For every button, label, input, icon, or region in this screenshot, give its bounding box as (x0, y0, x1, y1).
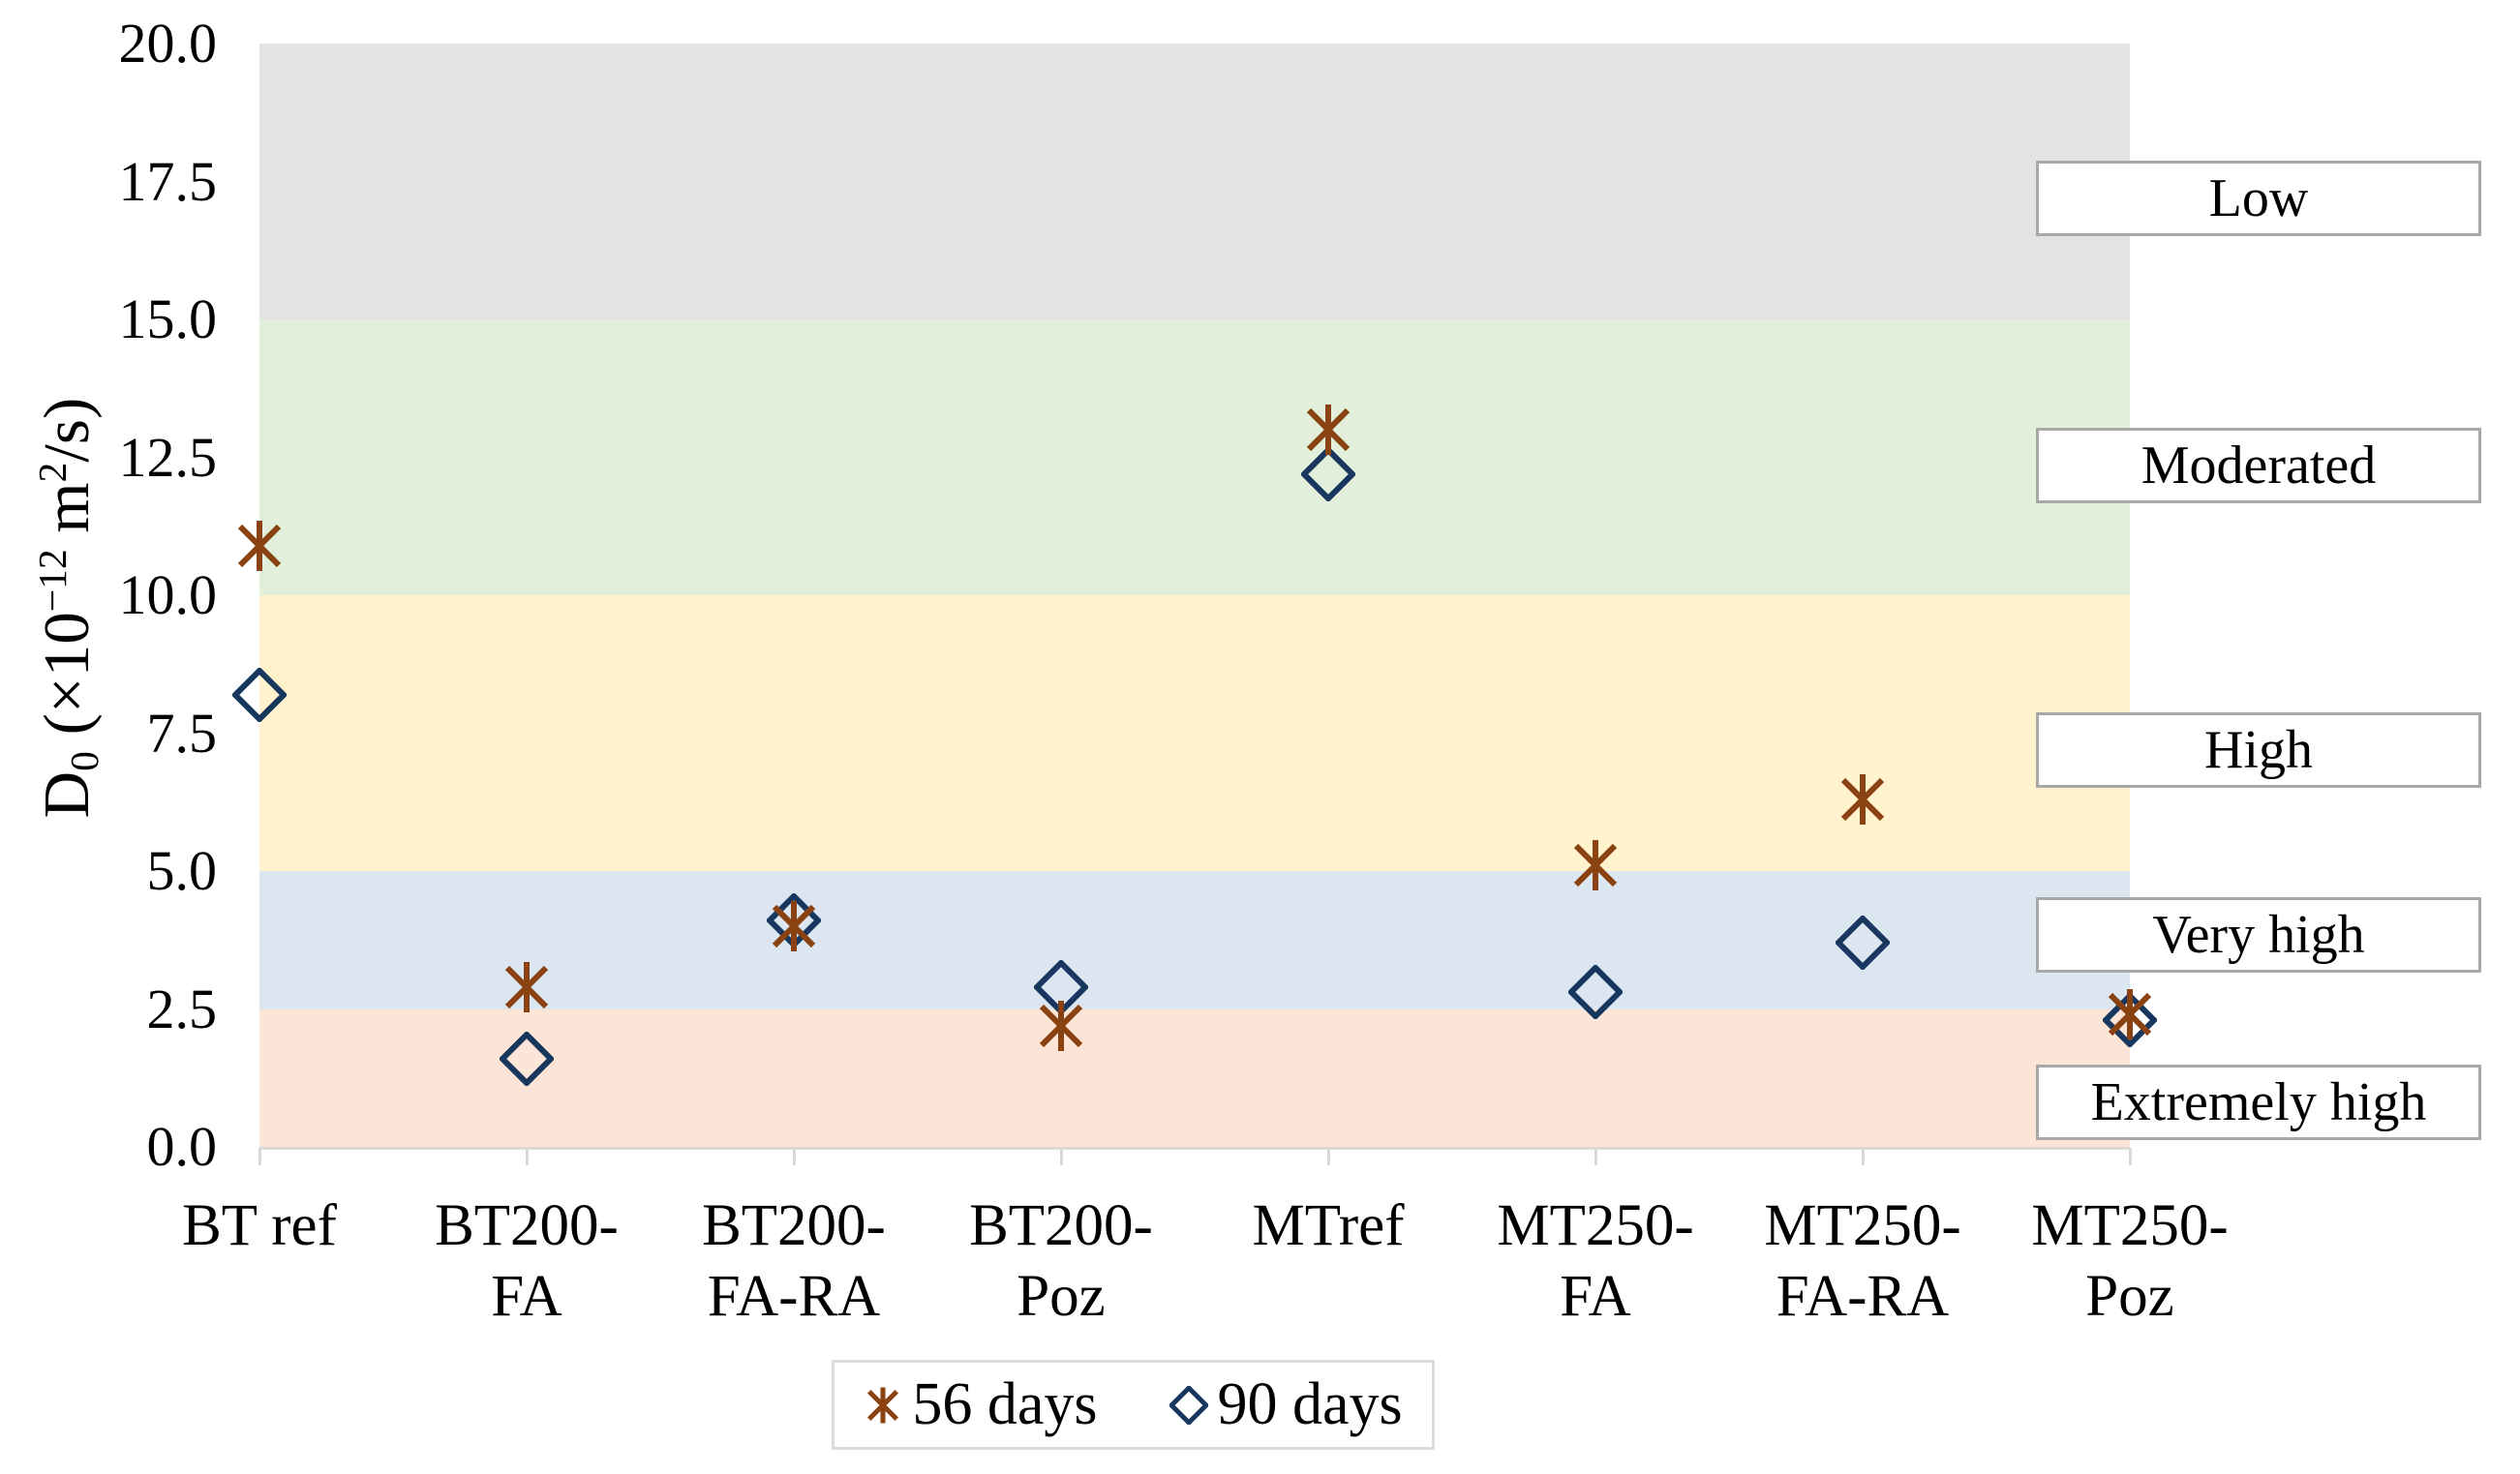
x-category-label-line: BT200- (435, 1193, 619, 1258)
zone-label-high: High (2036, 711, 2481, 788)
asterisk-marker-mtref (1301, 403, 1355, 457)
zone-label-low: Low (2036, 160, 2481, 236)
y-tick-label: 2.5 (146, 977, 218, 1040)
asterisk-marker-mt250-poz (2103, 987, 2157, 1041)
asterisk-icon (864, 1386, 902, 1425)
band-low (259, 44, 2130, 319)
legend-label: 56 days (912, 1371, 1098, 1437)
x-axis-tick (792, 1148, 796, 1165)
asterisk-marker-bt200-poz (1034, 999, 1088, 1053)
x-category-label-bt-ref: BT ref (105, 1190, 414, 1261)
x-category-label-line: Poz (1017, 1264, 1106, 1329)
x-axis-tick (1594, 1148, 1597, 1165)
y-tick-label: 20.0 (118, 12, 218, 75)
x-category-label-line: BT200- (969, 1193, 1153, 1258)
y-tick-label: 17.5 (118, 149, 218, 213)
diamond-marker-bt-ref (232, 667, 287, 722)
asterisk-marker-mt250-fa-ra (1836, 772, 1890, 827)
y-axis-title-part: D (30, 770, 103, 819)
x-axis-tick (2128, 1148, 2132, 1165)
x-category-label-mt250-fa: MT250- FA (1441, 1190, 1750, 1332)
x-category-label-line: FA (1560, 1264, 1631, 1329)
x-axis-tick (1059, 1148, 1063, 1165)
y-tick-label: 15.0 (118, 287, 218, 350)
diamond-marker-mt250-poz (2103, 992, 2157, 1047)
x-category-label-mtref: MTref (1173, 1190, 1483, 1261)
x-axis-tick (1861, 1148, 1865, 1165)
y-axis-title-part: m (30, 482, 103, 550)
asterisk-marker-bt-ref (232, 519, 287, 573)
x-category-label-line: MT250- (1497, 1193, 1694, 1258)
x-category-label-bt200-poz: BT200- Poz (906, 1190, 1216, 1332)
legend-label: 90 days (1217, 1371, 1403, 1437)
diamond-marker-bt200-fa (500, 1031, 554, 1086)
x-category-label-line: MT250- (1764, 1193, 1961, 1258)
diamond-icon (1169, 1385, 1208, 1425)
diamond-marker-mt250-fa-ra (1836, 916, 1890, 971)
legend-item-90-days: 90 days (1169, 1370, 1403, 1439)
legend: 56 days 90 days (832, 1360, 1435, 1450)
y-tick-label: 5.0 (146, 839, 218, 902)
y-tick-label: 0.0 (146, 1115, 218, 1178)
x-category-label-line: MT250- (2031, 1193, 2229, 1258)
diamond-marker-mt250-fa (1568, 965, 1623, 1020)
x-category-label-line: FA-RA (707, 1264, 881, 1329)
x-axis-tick (1326, 1148, 1330, 1165)
x-axis-tick (258, 1148, 261, 1165)
zone-label-very-high: Very high (2036, 896, 2481, 973)
y-tick-label: 12.5 (118, 425, 218, 489)
x-category-label-line: FA (491, 1264, 562, 1329)
x-category-label-bt200-fa: BT200- FA (372, 1190, 682, 1332)
x-category-label-line: Poz (2085, 1264, 2174, 1329)
band-high (259, 595, 2130, 871)
band-extremely-high (259, 1008, 2130, 1147)
x-category-label-mt250-fa-ra: MT250- FA-RA (1708, 1190, 2018, 1332)
x-category-label-line: MTref (1252, 1193, 1405, 1258)
x-category-label-line: BT200- (702, 1193, 886, 1258)
y-tick-label: 10.0 (118, 563, 218, 626)
asterisk-marker-mt250-fa (1568, 838, 1623, 892)
x-axis-line (259, 1147, 2130, 1150)
diamond-marker-mtref (1301, 446, 1355, 501)
legend-item-56-days: 56 days (864, 1370, 1098, 1439)
zone-label-extremely-high: Extremely high (2036, 1065, 2481, 1141)
asterisk-marker-bt200-fa (500, 960, 554, 1014)
x-category-label-bt200-fa-ra: BT200- FA-RA (639, 1190, 949, 1332)
y-tick-label: 7.5 (146, 701, 218, 765)
x-axis-tick (525, 1148, 529, 1165)
band-moderated (259, 319, 2130, 595)
asterisk-marker-bt200-fa-ra (767, 899, 821, 953)
x-category-label-mt250-poz: MT250- Poz (1975, 1190, 2285, 1332)
band-very-high (259, 871, 2130, 1009)
x-category-label-line: FA-RA (1776, 1264, 1950, 1329)
zone-label-moderated: Moderated (2036, 428, 2481, 504)
x-category-label-line: BT ref (182, 1193, 337, 1258)
